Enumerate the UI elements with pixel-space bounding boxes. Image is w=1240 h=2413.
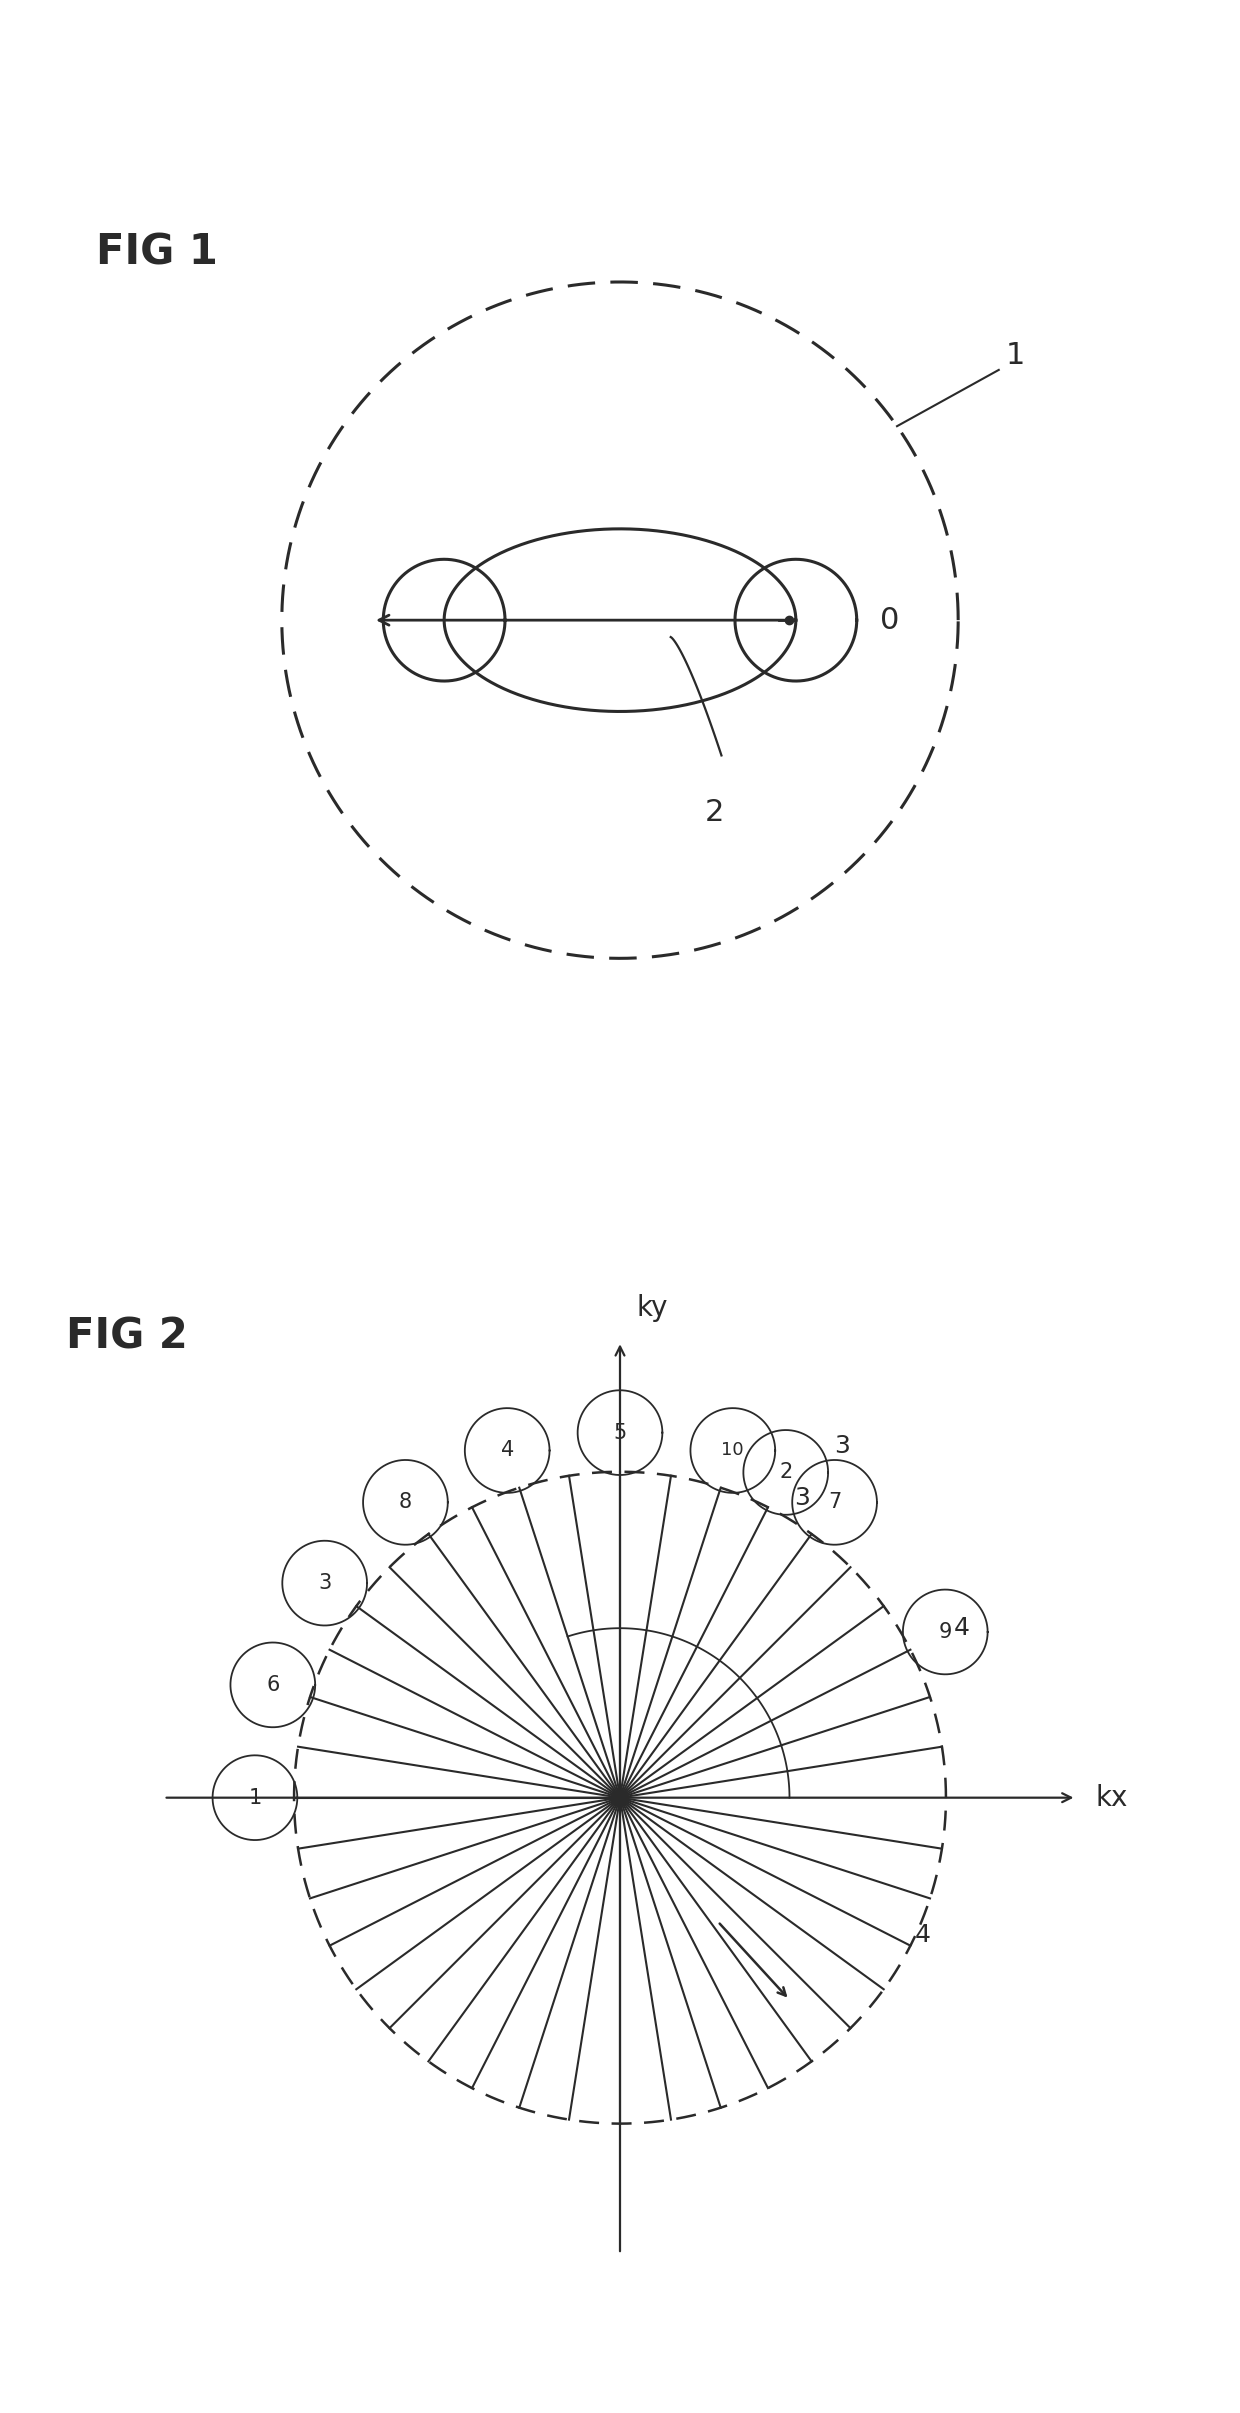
Text: 6: 6 [267, 1675, 279, 1694]
Text: 2: 2 [706, 799, 724, 828]
Text: 8: 8 [399, 1491, 412, 1513]
Text: 3: 3 [795, 1486, 811, 1511]
Text: 2: 2 [779, 1462, 792, 1482]
Text: ky: ky [636, 1293, 667, 1322]
Text: kx: kx [1096, 1783, 1128, 1812]
Text: FIG 2: FIG 2 [66, 1315, 187, 1356]
Text: 1: 1 [248, 1788, 262, 1807]
Text: 1: 1 [1006, 340, 1025, 369]
Text: 5: 5 [614, 1424, 626, 1443]
Text: 9: 9 [939, 1622, 952, 1641]
Text: 0: 0 [880, 606, 900, 635]
Text: 4: 4 [501, 1441, 513, 1460]
Text: FIG 1: FIG 1 [95, 232, 218, 273]
Text: 10: 10 [722, 1441, 744, 1460]
Text: 3: 3 [317, 1573, 331, 1593]
Text: 7: 7 [828, 1491, 841, 1513]
Text: 4: 4 [955, 1617, 970, 1641]
Text: 3: 3 [833, 1433, 849, 1457]
Text: 4: 4 [915, 1923, 931, 1947]
